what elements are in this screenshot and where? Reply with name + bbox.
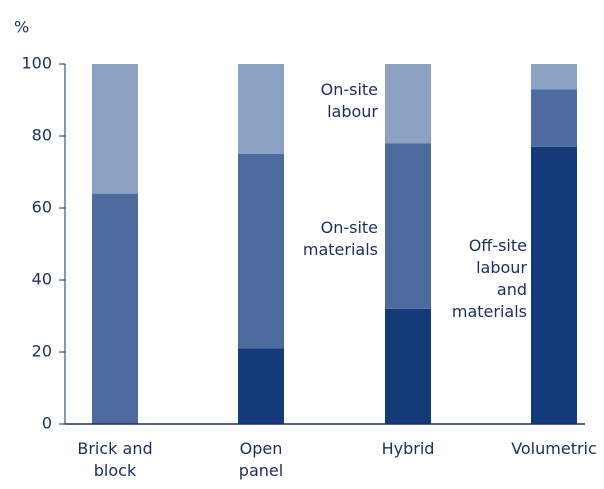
x-tick-label: Brick and block: [77, 439, 152, 480]
series-annotation: Off-site labour and materials: [452, 236, 528, 321]
y-tick-label: 0: [42, 414, 52, 433]
bar-segment: [238, 154, 284, 349]
series-annotation: On-site labour: [321, 80, 379, 121]
bar-segment: [238, 64, 284, 154]
bar-segment: [531, 89, 577, 147]
bar-segment: [531, 64, 577, 90]
y-tick-label: 80: [32, 126, 52, 145]
bar-segment: [531, 146, 577, 425]
x-tick-label: Volumetric: [511, 439, 597, 458]
series-annotation: On-site materials: [303, 218, 378, 259]
bar-segment: [385, 143, 431, 309]
y-tick-label: 20: [32, 342, 52, 361]
bar-segment: [385, 308, 431, 424]
y-tick-label: 100: [21, 54, 52, 73]
bar-segment: [238, 348, 284, 424]
y-tick-label: 40: [32, 270, 52, 289]
x-tick-label: Hybrid: [382, 439, 435, 458]
bar-segment: [92, 193, 138, 424]
bar-segment: [385, 64, 431, 144]
y-axis-label: %: [14, 18, 29, 37]
x-tick-label: Open panel: [239, 439, 283, 480]
y-tick-label: 60: [32, 198, 52, 217]
bar-segment: [92, 64, 138, 194]
